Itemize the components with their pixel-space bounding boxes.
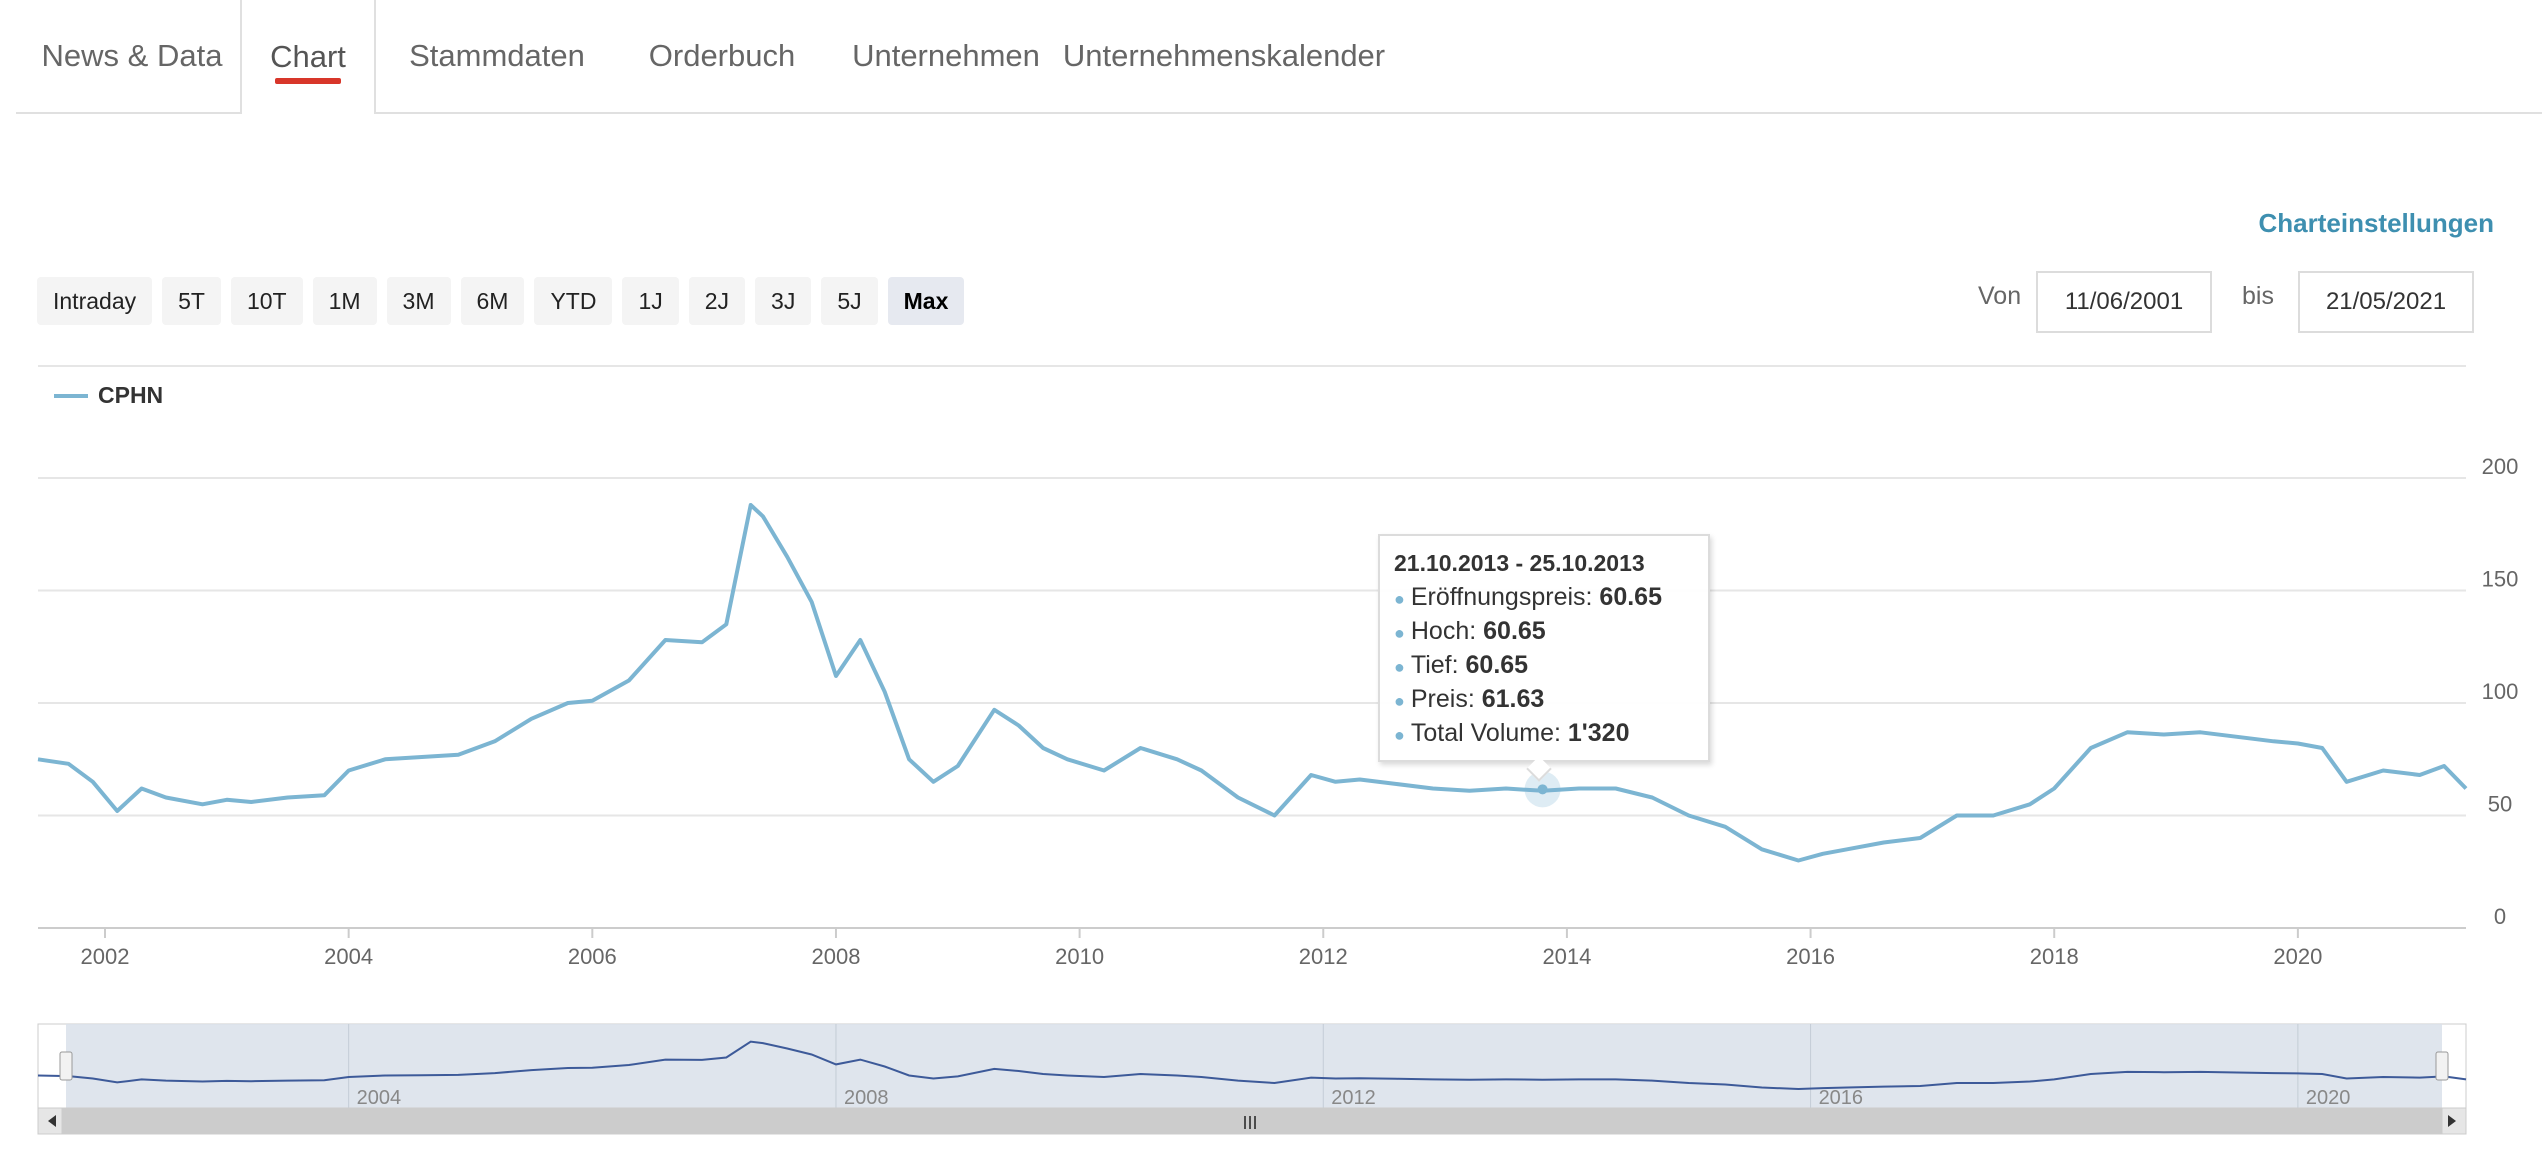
- navigator-tick-label: 2020: [2306, 1087, 2351, 1109]
- tab-unternehmen[interactable]: Unternehmen: [826, 0, 1066, 112]
- date-to-input[interactable]: 21/05/2021: [2298, 271, 2474, 333]
- series-line-cphn: [37, 503, 2468, 863]
- navigator-tick-label: 2016: [1819, 1087, 1864, 1109]
- tab-bar: News & Data Chart Stammdaten Orderbuch U…: [16, 0, 2542, 114]
- navigator-tick-label: 2012: [1331, 1087, 1376, 1109]
- tooltip-row: ● Total Volume: 1'320: [1394, 717, 1694, 751]
- date-from-label: Von: [1978, 282, 2022, 310]
- tooltip-row-value: 61.63: [1481, 685, 1545, 713]
- tab-label: Orderbuch: [648, 38, 796, 73]
- x-tick-label: 2020: [2273, 944, 2322, 969]
- x-tick-label: 2010: [1055, 944, 1104, 969]
- scroll-left-arrow-icon: [48, 1115, 56, 1127]
- tooltip-row-value: 60.65: [1483, 617, 1546, 645]
- scrollbar-grip-icon: III: [1242, 1113, 1257, 1133]
- active-tab-indicator: [275, 78, 341, 84]
- tooltip-row-value: 60.65: [1599, 583, 1662, 611]
- tab-news-data[interactable]: News & Data: [34, 0, 230, 112]
- chart-tooltip: 21.10.2013 - 25.10.2013 ● Eröffnungspreis…: [1378, 534, 1710, 762]
- scrollbar-thumb[interactable]: [62, 1108, 2446, 1134]
- tab-stammdaten[interactable]: Stammdaten: [386, 0, 608, 112]
- tooltip-row-label: Hoch:: [1410, 617, 1484, 645]
- tooltip-row: ● Eröffnungspreis: 60.65: [1394, 581, 1694, 615]
- x-tick-label: 2004: [324, 944, 373, 969]
- bullet-icon: ●: [1394, 691, 1405, 711]
- range-button-10t[interactable]: 10T: [230, 277, 303, 325]
- x-tick-label: 2014: [1542, 944, 1591, 969]
- bullet-icon: ●: [1394, 623, 1405, 643]
- tab-label: News & Data: [41, 38, 223, 73]
- range-button-3j[interactable]: 3J: [755, 277, 812, 325]
- bullet-icon: ●: [1394, 589, 1405, 609]
- chart-settings-link[interactable]: Charteinstellungen: [2258, 208, 2494, 238]
- range-button-1j[interactable]: 1J: [622, 277, 679, 325]
- tooltip-row-value: 1'320: [1567, 719, 1630, 747]
- x-tick-label: 2012: [1299, 944, 1348, 969]
- tooltip-row-label: Preis:: [1410, 685, 1482, 713]
- tooltip-row: ● Preis: 61.63: [1394, 683, 1694, 717]
- range-button-3m[interactable]: 3M: [386, 277, 451, 325]
- range-button-max[interactable]: Max: [887, 277, 965, 325]
- date-from-input[interactable]: 11/06/2001: [2036, 271, 2212, 333]
- navigator-series-line: [37, 1040, 2467, 1091]
- range-button-5j[interactable]: 5J: [821, 277, 878, 325]
- tab-label: Stammdaten: [409, 38, 585, 73]
- tooltip-row: ● Hoch: 60.65: [1394, 615, 1694, 649]
- y-tick-label: 150: [2482, 567, 2519, 592]
- range-button-intraday[interactable]: Intraday: [37, 277, 153, 325]
- bullet-icon: ●: [1394, 657, 1405, 677]
- tab-chart[interactable]: Chart: [240, 0, 376, 114]
- range-button-1m[interactable]: 1M: [312, 277, 377, 325]
- x-tick-label: 2008: [811, 944, 860, 969]
- navigator-handle-left[interactable]: [59, 1051, 73, 1081]
- navigator-handle-right[interactable]: [2435, 1051, 2449, 1081]
- range-button-2j[interactable]: 2J: [688, 277, 746, 325]
- tooltip-row: ● Tief: 60.65: [1394, 649, 1694, 683]
- date-to-label: bis: [2242, 282, 2274, 310]
- y-tick-label: 50: [2488, 792, 2512, 817]
- x-tick-label: 2018: [2030, 944, 2079, 969]
- range-button-ytd[interactable]: YTD: [534, 277, 613, 325]
- tooltip-row-value: 60.65: [1465, 651, 1529, 679]
- navigator-tick-label: 2008: [844, 1087, 889, 1109]
- x-tick-label: 2002: [81, 944, 130, 969]
- range-button-5t[interactable]: 5T: [162, 277, 221, 325]
- tooltip-row-label: Eröffnungspreis:: [1410, 583, 1600, 611]
- legend-series-label: CPHN: [98, 382, 164, 408]
- tab-unternehmenskalender[interactable]: Unternehmenskalender: [1054, 0, 1394, 112]
- range-selector: Intraday 5T 10T 1M 3M 6M YTD 1J 2J 3J 5J…: [37, 277, 965, 327]
- x-tick-label: 2016: [1786, 944, 1835, 969]
- y-tick-label: 0: [2494, 904, 2506, 929]
- hover-marker-point: [1537, 784, 1548, 795]
- tooltip-row-label: Tief:: [1410, 651, 1466, 679]
- tooltip-title: 21.10.2013 - 25.10.2013: [1394, 550, 1645, 576]
- tab-label: Unternehmenskalender: [1062, 38, 1386, 73]
- navigator-selected-range[interactable]: [66, 1024, 2442, 1108]
- chart-legend[interactable]: CPHN: [54, 382, 163, 409]
- x-tick-label: 2006: [568, 944, 617, 969]
- tab-label: Chart: [270, 39, 346, 74]
- y-tick-label: 100: [2482, 679, 2519, 704]
- tab-orderbuch[interactable]: Orderbuch: [624, 0, 820, 112]
- scroll-right-arrow-icon: [2448, 1115, 2456, 1127]
- bullet-icon: ●: [1394, 725, 1405, 745]
- navigator-tick-label: 2004: [357, 1087, 402, 1109]
- y-tick-label: 200: [2482, 454, 2519, 479]
- legend-swatch: [54, 393, 88, 398]
- range-button-6m[interactable]: 6M: [460, 277, 525, 325]
- tooltip-row-label: Total Volume:: [1410, 719, 1568, 747]
- tab-label: Unternehmen: [852, 38, 1040, 73]
